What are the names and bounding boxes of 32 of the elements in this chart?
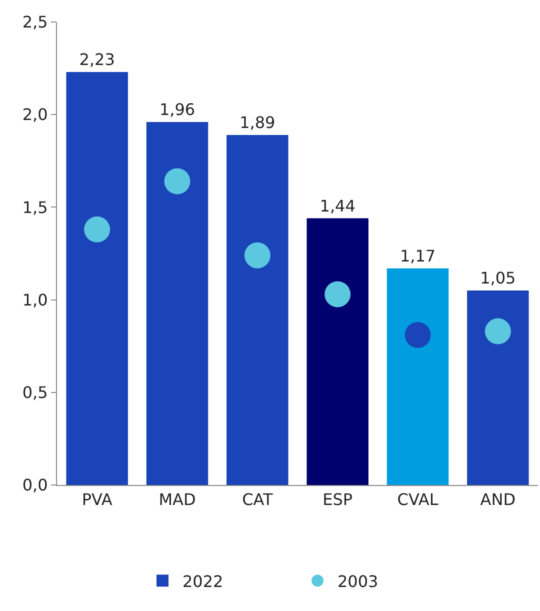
x-tick-label: PVA bbox=[82, 490, 112, 510]
x-tick-label: AND bbox=[480, 490, 516, 510]
bar bbox=[386, 268, 449, 485]
x-tick-label: MAD bbox=[158, 490, 196, 510]
bar bbox=[467, 290, 529, 485]
point bbox=[164, 168, 190, 194]
point bbox=[404, 322, 431, 348]
x-tick-label: CAT bbox=[242, 490, 273, 510]
data-label: 1,89 bbox=[240, 112, 276, 132]
bar bbox=[66, 72, 128, 485]
bar bbox=[226, 134, 288, 485]
y-tick-label: 0,0 bbox=[22, 476, 48, 495]
x-tick-label: CVAL bbox=[397, 490, 438, 510]
y-tick-label: 0,5 bbox=[22, 383, 48, 402]
data-label: 2,23 bbox=[79, 50, 115, 69]
y-tick-label: 1,0 bbox=[22, 290, 48, 310]
data-label: 1,44 bbox=[320, 196, 356, 216]
point bbox=[484, 318, 511, 344]
data-label: 1,96 bbox=[159, 100, 196, 120]
point bbox=[84, 216, 110, 242]
bar bbox=[306, 218, 368, 485]
y-tick-label: 1,5 bbox=[22, 198, 48, 217]
data-label: 1,17 bbox=[400, 246, 436, 266]
y-tick-label: 2,5 bbox=[22, 12, 48, 32]
point bbox=[244, 242, 270, 268]
y-tick-label: 2,0 bbox=[22, 105, 48, 124]
legend-label: 2003 bbox=[338, 572, 378, 591]
point bbox=[324, 281, 351, 308]
data-label: 1,05 bbox=[480, 268, 516, 288]
bar bbox=[146, 122, 208, 485]
x-tick-label: ESP bbox=[322, 490, 353, 510]
legend-label: 2022 bbox=[182, 572, 224, 591]
